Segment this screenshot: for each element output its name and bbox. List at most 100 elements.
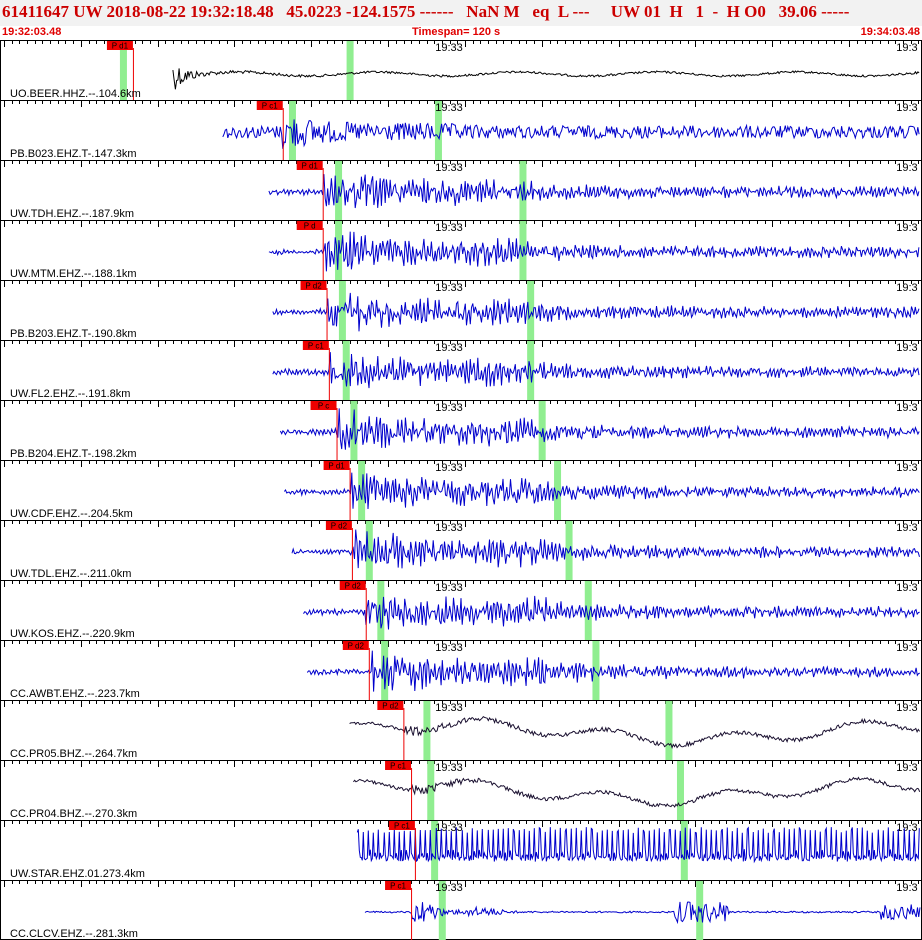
waveform xyxy=(356,826,920,864)
event-header: 61411647 UW 2018-08-22 19:32:18.48 45.02… xyxy=(0,0,922,26)
trace-10[interactable]: 19:33 19:3 P d2 UW.KOS.EHZ.--.220.9km xyxy=(0,580,922,641)
trace-7[interactable]: 19:33 19:3 P c PB.B204.EHZ.T-.198.2km xyxy=(0,400,922,461)
pick-label: P d2 xyxy=(345,582,362,591)
record-section-svg[interactable]: 19:33 19:3P d1UO.BEER.HHZ.--.104.6km19:33… xyxy=(0,40,922,940)
pick-label: P d1 xyxy=(302,162,319,171)
minute-label: 19:3 xyxy=(896,642,917,654)
trace-15[interactable]: 19:33 19:3 P c1 CC.CLCV.EHZ.--.281.3km xyxy=(0,880,922,940)
pick-flag xyxy=(296,161,323,170)
pick-label: P c1 xyxy=(390,762,406,771)
minute-label: 19:33 xyxy=(435,162,463,174)
phase-marker-s xyxy=(676,761,684,820)
station-label: UW.TDL.EHZ.--.211.0km xyxy=(10,568,131,580)
waveform xyxy=(222,119,920,149)
station-label: PB.B203.EHZ.T-.190.8km xyxy=(10,328,137,340)
minute-label: 19:3 xyxy=(896,822,917,834)
pick-flag xyxy=(388,821,415,830)
waveform xyxy=(291,529,920,569)
station-label: CC.CLCV.EHZ.--.281.3km xyxy=(10,928,138,940)
pick-flag xyxy=(256,101,283,110)
waveform xyxy=(268,174,920,209)
station-label: CC.AWBT.EHZ.--.223.7km xyxy=(10,688,140,700)
trace-6[interactable]: 19:33 19:3 P c1 UW.FL2.EHZ.--.191.8km xyxy=(0,340,922,401)
minute-label: 19:3 xyxy=(896,162,917,174)
pick-flag xyxy=(342,641,369,650)
pick-flag xyxy=(385,881,412,890)
trace-13[interactable]: 19:33 19:3 P c1 CC.PR04.BHZ.--.270.3km xyxy=(0,760,922,821)
pick-flag xyxy=(323,461,350,470)
minute-label: 19:33 xyxy=(435,222,463,234)
pick-flag xyxy=(325,521,352,530)
minute-label: 19:33 xyxy=(435,702,463,714)
waveform xyxy=(279,408,920,450)
minute-label: 19:3 xyxy=(896,882,917,894)
phase-marker-p xyxy=(338,281,346,340)
minute-label: 19:33 xyxy=(435,762,463,774)
pick-flag xyxy=(302,341,329,350)
trace-2[interactable]: 19:33 19:3 P c1 PB.B023.EHZ.T-.147.3km xyxy=(0,100,922,161)
phase-marker-s xyxy=(565,521,573,580)
pick-label: P d xyxy=(304,222,316,231)
event-summary: 61411647 UW 2018-08-22 19:32:18.48 45.02… xyxy=(2,2,850,21)
minute-label: 19:33 xyxy=(435,822,463,834)
pick-label: P c xyxy=(318,402,329,411)
pick-label: P d2 xyxy=(382,702,399,711)
waveform xyxy=(364,901,921,925)
waveform xyxy=(283,472,920,510)
trace-1[interactable]: 19:33 19:3 P d1 UO.BEER.HHZ.--.104.6km xyxy=(0,40,922,101)
minute-label: 19:3 xyxy=(896,42,917,54)
phase-marker-s xyxy=(592,641,600,700)
trace-5[interactable]: 19:33 19:3 P d2 PB.B203.EHZ.T-.190.8km xyxy=(0,280,922,341)
station-label: UO.BEER.HHZ.--.104.6km xyxy=(10,88,141,100)
window-end-time: 19:34:03.48 xyxy=(860,26,920,38)
minute-label: 19:3 xyxy=(896,282,917,294)
station-label: CC.PR04.BHZ.--.270.3km xyxy=(10,808,137,820)
minute-label: 19:33 xyxy=(435,402,463,414)
phase-marker-p xyxy=(438,881,446,940)
waveform xyxy=(303,595,920,630)
trace-14[interactable]: 19:33 19:3 P c1 UW.STAR.EHZ.01.273.4km xyxy=(0,820,922,881)
station-label: UW.FL2.EHZ.--.191.8km xyxy=(10,388,130,400)
minute-label: 19:33 xyxy=(435,582,463,594)
phase-marker-p xyxy=(342,341,350,400)
waveform xyxy=(306,650,920,692)
minute-label: 19:3 xyxy=(896,762,917,774)
pick-flag xyxy=(300,281,327,290)
minute-label: 19:3 xyxy=(896,402,917,414)
trace-9[interactable]: 19:33 19:3 P d2 UW.TDL.EHZ.--.211.0km xyxy=(0,520,922,581)
phase-marker-p xyxy=(119,41,127,100)
minute-label: 19:3 xyxy=(896,582,917,594)
minute-label: 19:33 xyxy=(435,102,463,114)
minute-label: 19:3 xyxy=(896,522,917,534)
minute-label: 19:3 xyxy=(896,222,917,234)
pick-label: P d2 xyxy=(305,282,322,291)
waveform xyxy=(268,231,920,272)
phase-marker-s xyxy=(527,281,535,340)
phase-marker-p xyxy=(423,701,431,760)
waveform xyxy=(272,292,920,332)
minute-label: 19:33 xyxy=(435,342,463,354)
pick-label: P c1 xyxy=(390,882,406,891)
phase-marker-p xyxy=(358,461,366,520)
phase-marker-s xyxy=(665,701,673,760)
minute-label: 19:3 xyxy=(896,342,917,354)
phase-marker-p xyxy=(288,101,296,160)
pick-label: P c1 xyxy=(394,822,410,831)
trace-4[interactable]: 19:33 19:3 P d UW.MTM.EHZ.--.188.1km xyxy=(0,220,922,281)
pick-label: P c1 xyxy=(308,342,324,351)
minute-label: 19:3 xyxy=(896,702,917,714)
station-label: PB.B023.EHZ.T-.147.3km xyxy=(10,148,137,160)
phase-marker-p xyxy=(350,401,358,460)
trace-3[interactable]: 19:33 19:3 P d1 UW.TDH.EHZ.--.187.9km xyxy=(0,160,922,221)
phase-marker-s xyxy=(434,101,442,160)
timespan-label: Timespan= 120 s xyxy=(412,26,501,38)
seismogram-record-section[interactable]: 19:33 19:3 P d1 UO.BEER.HHZ.--.104.6km 19:33… xyxy=(0,40,922,940)
station-label: CC.PR05.BHZ.--.264.7km xyxy=(10,748,137,760)
waveform xyxy=(349,716,921,749)
pick-label: P d2 xyxy=(348,642,365,651)
trace-8[interactable]: 19:33 19:3 P d1 UW.CDF.EHZ.--.204.5km xyxy=(0,460,922,521)
pick-flag xyxy=(377,701,404,710)
trace-11[interactable]: 19:33 19:3 P d2 CC.AWBT.EHZ.--.223.7km xyxy=(0,640,922,701)
pick-flag xyxy=(106,41,133,50)
trace-12[interactable]: 19:33 19:3 P d2 CC.PR05.BHZ.--.264.7km xyxy=(0,700,922,761)
